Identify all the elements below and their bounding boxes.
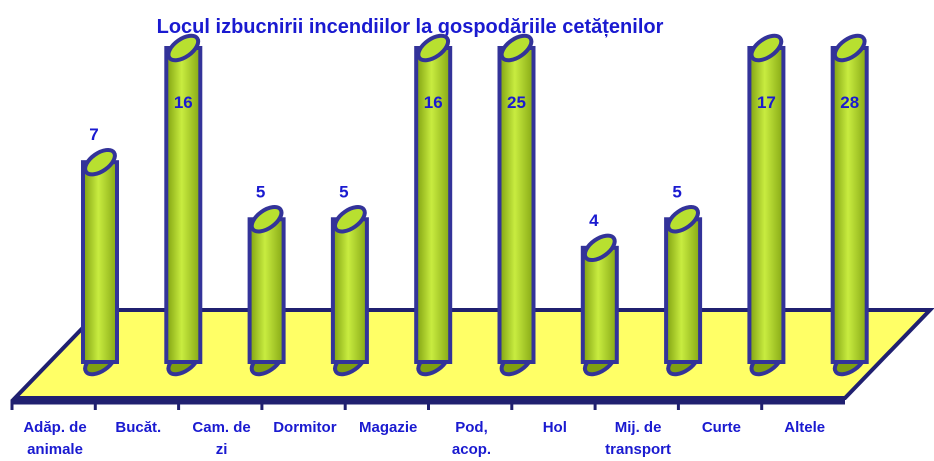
bar — [414, 46, 453, 364]
value-label: 16 — [174, 93, 193, 112]
bar-cap — [749, 33, 784, 63]
bar-cap — [166, 33, 201, 63]
x-tick-label: Dormitor — [273, 419, 336, 436]
value-label: 7 — [89, 125, 98, 144]
value-label: 28 — [840, 93, 859, 112]
bar-cap — [83, 147, 117, 177]
x-tick-label: Hol — [543, 419, 567, 436]
bar — [580, 245, 619, 364]
value-label: 25 — [507, 93, 526, 112]
bar-cap — [249, 205, 284, 234]
x-tick-label: Curte — [702, 419, 741, 436]
x-tick-label: Magazie — [359, 419, 417, 436]
x-tick-label: Pod, acop. — [452, 419, 491, 458]
bar — [164, 46, 203, 364]
x-tick-label: Altele — [784, 419, 825, 436]
bar-cap — [832, 33, 867, 63]
value-label: 5 — [339, 182, 348, 201]
bar-cap — [499, 33, 534, 63]
x-tick-label: Cam. de zi — [192, 419, 250, 458]
value-label: 17 — [757, 93, 776, 112]
value-label: 5 — [256, 182, 265, 201]
bar — [81, 160, 119, 364]
value-label: 16 — [424, 93, 443, 112]
bar-cap — [582, 233, 617, 263]
chart-title: Locul izbucnirii incendiilor la gospodăr… — [157, 16, 664, 38]
floor — [10, 308, 934, 400]
x-tick-label: Bucăt. — [115, 419, 161, 436]
x-tick-label: Adăp. de animale — [23, 419, 86, 458]
plot: 7 Adăp. de animale 16 Bucăt. 5 Cam. de zi 5 Dormi… — [10, 33, 869, 458]
bar — [664, 217, 703, 364]
bar-cap — [333, 205, 367, 234]
bar-cap — [416, 33, 451, 63]
value-label: 4 — [589, 211, 599, 230]
x-tick-label: Mij. de transport — [605, 419, 671, 458]
bar — [330, 217, 369, 364]
bar — [247, 217, 286, 364]
value-label: 5 — [672, 182, 681, 201]
bar-cap — [666, 205, 700, 234]
